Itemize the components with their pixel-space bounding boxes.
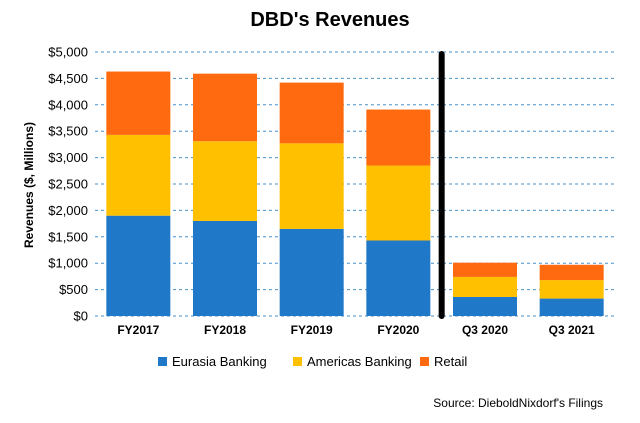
x-tick-label: FY2020 <box>377 323 419 337</box>
bar-americas-banking <box>453 276 517 297</box>
chart-title: DBD's Revenues <box>250 9 409 31</box>
bar-eurasia-banking <box>193 220 257 316</box>
bar-retail <box>453 262 517 277</box>
bar-americas-banking <box>279 143 344 229</box>
bar-retail <box>193 73 257 142</box>
x-tick-label: Q3 2020 <box>462 323 508 337</box>
x-tick-label: FY2018 <box>204 323 246 337</box>
y-tick-label: $3,000 <box>48 150 88 165</box>
gridlines <box>95 51 615 317</box>
legend-label: Americas Banking <box>307 354 412 369</box>
y-tick-label: $5,000 <box>48 45 88 60</box>
source-annotation: Source: DieboldNixdorf's Filings <box>433 396 603 410</box>
x-axis-ticks: FY2017 FY2018 FY2019 FY2020 Q3 2020 Q3 2021 <box>117 323 595 337</box>
x-tick-label: FY2017 <box>117 323 159 337</box>
y-tick-label: $2,500 <box>48 177 88 192</box>
bar-retail <box>366 109 431 166</box>
x-tick-label: FY2019 <box>291 323 333 337</box>
bar-americas-banking <box>539 280 604 299</box>
legend-swatch <box>420 357 429 366</box>
bar-retail <box>106 71 171 135</box>
y-axis-label: Revenues ($, Millions) <box>22 122 36 248</box>
bar-eurasia-banking <box>539 298 604 316</box>
legend-swatch <box>293 357 302 366</box>
y-tick-label: $0 <box>74 309 88 324</box>
y-tick-label: $500 <box>59 282 88 297</box>
bar-eurasia-banking <box>366 240 431 316</box>
y-tick-label: $1,000 <box>48 256 88 271</box>
y-tick-label: $1,500 <box>48 229 88 244</box>
bar-eurasia-banking <box>106 215 171 316</box>
y-tick-label: $3,500 <box>48 124 88 139</box>
legend: Eurasia Banking Americas Banking Retail <box>158 354 467 369</box>
x-tick-label: Q3 2021 <box>549 323 595 337</box>
bar-americas-banking <box>366 165 431 241</box>
y-axis-ticks: $0 $500 $1,000 $1,500 $2,000 $2,500 $3,000 $3,5… <box>48 45 88 324</box>
bar-americas-banking <box>106 134 171 216</box>
y-tick-label: $2,000 <box>48 203 88 218</box>
legend-label: Retail <box>434 354 467 369</box>
y-tick-label: $4,500 <box>48 71 88 86</box>
y-tick-label: $4,000 <box>48 97 88 112</box>
bar-retail <box>279 82 344 144</box>
legend-label: Eurasia Banking <box>172 354 267 369</box>
legend-swatch <box>158 357 167 366</box>
bar-eurasia-banking <box>279 228 344 316</box>
bar-americas-banking <box>193 141 257 221</box>
bars <box>106 71 604 316</box>
bar-retail <box>539 264 604 281</box>
bar-eurasia-banking <box>453 296 517 316</box>
